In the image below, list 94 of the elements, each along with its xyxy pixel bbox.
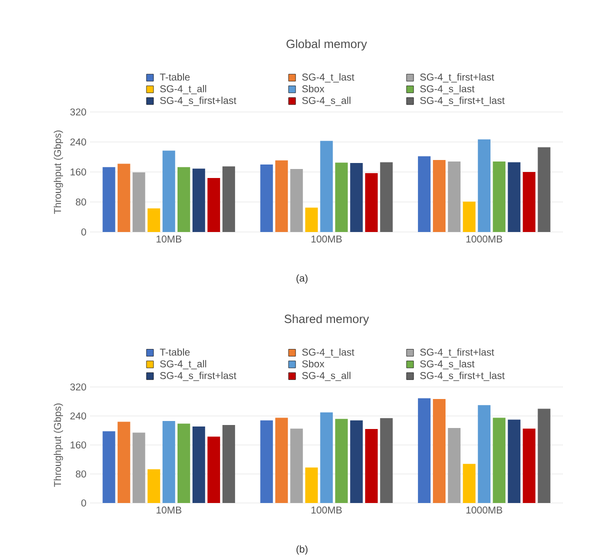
- text: (b): [296, 545, 308, 555]
- x-tick-label: 10MB: [156, 236, 182, 243]
- text: (a): [296, 274, 308, 284]
- legend-label: Sbox: [302, 360, 324, 368]
- legend-label: SG-4_t_last: [302, 348, 354, 358]
- bar: [538, 147, 550, 232]
- legend-label: SG-4_t_all: [160, 360, 206, 370]
- y-tick-label: 160: [70, 168, 86, 176]
- bar: [290, 428, 303, 503]
- y-tick-label: 240: [70, 412, 86, 420]
- bar: [260, 420, 273, 503]
- y-tick-label: 240: [70, 138, 86, 146]
- x-tick-label: 100MB: [311, 236, 342, 243]
- legend-label: SG-4_s_all: [302, 372, 350, 381]
- bar: [192, 426, 206, 503]
- bar: [162, 421, 176, 503]
- x-tick-label: 1000MB: [466, 506, 502, 514]
- bar: [508, 420, 520, 503]
- bar: [448, 161, 461, 232]
- bar: [320, 140, 333, 232]
- legend-label: SG-4_s_first+last: [160, 372, 236, 381]
- y-tick-label: 80: [76, 470, 86, 478]
- bar: [260, 164, 273, 232]
- bar: [305, 467, 318, 503]
- bar: [207, 436, 220, 503]
- x-tick-label: 100MB: [311, 506, 342, 514]
- legend-label: SG-4_s_first+t_last: [420, 96, 505, 106]
- legend-label: SG-4_s_first+t_last: [420, 372, 505, 381]
- legend-label: SG-4_s_last: [420, 360, 474, 370]
- bar: [148, 469, 160, 503]
- y-tick-label: 80: [76, 198, 86, 206]
- bar: [178, 424, 190, 503]
- bar: [132, 172, 146, 232]
- bar: [222, 166, 236, 232]
- y-tick-label: 160: [70, 441, 86, 449]
- bar: [492, 418, 506, 503]
- x-tick-label: 10MB: [156, 506, 182, 514]
- bar: [380, 162, 393, 232]
- bar: [478, 405, 490, 503]
- bar: [432, 160, 446, 232]
- bar: [432, 398, 446, 503]
- bar: [365, 429, 378, 503]
- bar: [207, 178, 220, 232]
- bar: [365, 173, 378, 232]
- bar: [132, 432, 146, 503]
- bar: [178, 167, 190, 232]
- bar: [222, 425, 236, 503]
- bar: [118, 164, 130, 232]
- bar: [118, 422, 130, 503]
- legend-label: SG-4_s_all: [302, 96, 350, 106]
- bar: [522, 428, 536, 503]
- bar: [462, 202, 476, 232]
- legend-label: SG-4_t_all: [160, 84, 206, 94]
- legend-label: T-table: [160, 348, 190, 356]
- legend-label: SG-4_t_first+last: [420, 73, 494, 82]
- legend-label: T-table: [160, 73, 190, 81]
- bar: [418, 156, 431, 232]
- y-tick-label: 0: [81, 228, 86, 236]
- bar: [448, 428, 461, 503]
- bar: [320, 412, 333, 503]
- bar: [275, 418, 288, 503]
- bar: [350, 420, 363, 503]
- bar: [102, 431, 116, 503]
- legend-label: SG-4_t_last: [302, 73, 354, 82]
- y-tick-label: 0: [81, 499, 86, 507]
- y-tick-label: 320: [70, 383, 86, 391]
- legend-label: SG-4_t_first+last: [420, 348, 494, 358]
- bar: [350, 162, 363, 232]
- bar: [148, 208, 160, 232]
- bar: [162, 150, 176, 232]
- bar: [508, 162, 520, 232]
- legend-label: Sbox: [302, 84, 324, 92]
- legend-label: SG-4_s_last: [420, 84, 474, 94]
- y-axis-title: Throughput (Gbps): [54, 404, 64, 487]
- legend-label: SG-4_s_first+last: [160, 96, 236, 106]
- bar: [335, 418, 348, 503]
- chart-title: Global memory: [286, 39, 367, 50]
- bar: [102, 167, 116, 232]
- bar: [462, 464, 476, 503]
- chart-title: Shared memory: [284, 314, 369, 326]
- bar: [492, 161, 506, 232]
- bar: [478, 139, 490, 232]
- bar: [538, 408, 550, 503]
- bar: [192, 168, 206, 232]
- bar: [418, 398, 431, 503]
- x-tick-label: 1000MB: [466, 236, 502, 243]
- bar: [290, 168, 303, 232]
- bar: [305, 208, 318, 232]
- y-tick-label: 320: [70, 108, 86, 116]
- bar: [522, 172, 536, 232]
- bar: [275, 160, 288, 232]
- y-axis-title: Throughput (Gbps): [54, 130, 64, 214]
- bar: [335, 162, 348, 232]
- bar: [380, 418, 393, 503]
